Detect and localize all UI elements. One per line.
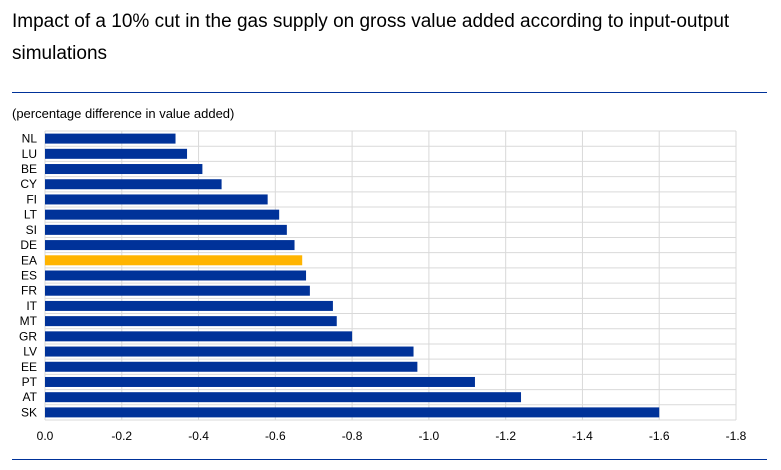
x-tick-label: -1.2 [495, 429, 516, 443]
bar-at [45, 392, 522, 403]
bar-sk [45, 407, 660, 418]
bar-gr [45, 331, 353, 342]
bar-lu [45, 148, 188, 159]
bar-lv [45, 346, 414, 357]
x-tick-label: -0.8 [342, 429, 363, 443]
bar-it [45, 300, 333, 311]
bar-si [45, 224, 287, 235]
bar-pt [45, 376, 475, 387]
top-rule [12, 92, 767, 93]
x-axis-tick-labels: 0.0 -0.2 -0.4 -0.6 -0.8 -1.0 -1.2 -1.4 -1.6 -1.8 [37, 429, 747, 443]
bar-es [45, 270, 307, 281]
category-label-ee: EE [21, 360, 37, 374]
category-label-fi: FI [26, 192, 37, 206]
category-label-es: ES [21, 269, 37, 283]
category-label-at: AT [23, 390, 38, 404]
category-label-mt: MT [20, 314, 38, 328]
category-label-fr: FR [21, 284, 37, 298]
category-label-de: DE [20, 238, 37, 252]
x-tick-label: -0.2 [111, 429, 132, 443]
bar-be [45, 164, 203, 175]
category-label-si: SI [26, 223, 37, 237]
x-tick-label: 0.0 [37, 429, 54, 443]
bottom-rule [12, 459, 767, 460]
x-tick-label: -0.4 [188, 429, 209, 443]
gridlines [44, 130, 737, 421]
category-label-pt: PT [22, 375, 38, 389]
bar-cy [45, 179, 222, 190]
x-tick-label: -1.4 [572, 429, 593, 443]
category-label-ea: EA [21, 253, 37, 267]
category-label-lu: LU [22, 147, 37, 161]
x-tick-label: -1.0 [419, 429, 440, 443]
x-tick-label: -0.6 [265, 429, 286, 443]
bar-fi [45, 194, 268, 205]
category-label-cy: CY [20, 177, 37, 191]
bar-lt [45, 209, 280, 220]
bars [45, 133, 660, 418]
category-label-be: BE [21, 162, 37, 176]
chart-title: Impact of a 10% cut in the gas supply on… [12, 11, 730, 64]
chart-subtitle: (percentage difference in value added) [12, 106, 235, 121]
category-label-it: IT [26, 299, 37, 313]
category-label-sk: SK [21, 405, 37, 419]
category-label-lv: LV [23, 345, 37, 359]
x-tick-label: -1.8 [726, 429, 747, 443]
bar-ee [45, 361, 418, 372]
category-label-gr: GR [19, 329, 37, 343]
category-label-nl: NL [22, 132, 38, 146]
x-tick-label: -1.6 [649, 429, 670, 443]
bar-fr [45, 285, 310, 296]
bar-de [45, 240, 295, 251]
bar-ea [45, 255, 303, 266]
bar-mt [45, 316, 337, 327]
bar-nl [45, 133, 176, 144]
category-label-lt: LT [24, 208, 38, 222]
